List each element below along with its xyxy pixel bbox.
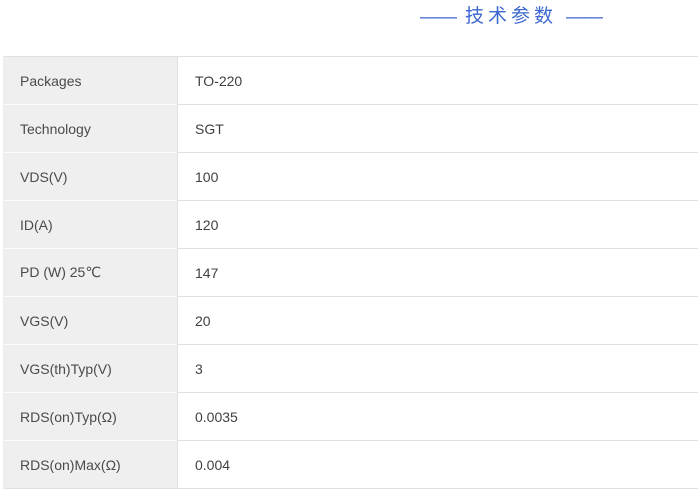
spec-value-cell: TO-220 bbox=[177, 57, 698, 105]
spec-label-cell: Technology bbox=[4, 105, 177, 153]
spec-table-row: VGS(V) 20 bbox=[4, 297, 698, 345]
spec-label-cell: VGS(V) bbox=[4, 297, 177, 345]
spec-value-cell: 0.0035 bbox=[177, 393, 698, 441]
section-title: —— 技术参数 —— bbox=[419, 5, 603, 29]
spec-value-cell: 100 bbox=[177, 153, 698, 201]
spec-value-cell: SGT bbox=[177, 105, 698, 153]
spec-table-row: Technology SGT bbox=[4, 105, 698, 153]
title-dash-right: —— bbox=[566, 6, 603, 28]
spec-label-cell: VDS(V) bbox=[4, 153, 177, 201]
spec-value-cell: 20 bbox=[177, 297, 698, 345]
spec-table-row: Packages TO-220 bbox=[4, 57, 698, 105]
spec-value-cell: 3 bbox=[177, 345, 698, 393]
spec-table: Packages TO-220 Technology SGT VDS(V) 10… bbox=[3, 56, 698, 489]
spec-label-cell: RDS(on)Max(Ω) bbox=[4, 441, 177, 489]
spec-table-row: RDS(on)Typ(Ω) 0.0035 bbox=[4, 393, 698, 441]
spec-table-row: RDS(on)Max(Ω) 0.004 bbox=[4, 441, 698, 489]
spec-table-row: PD (W) 25℃ 147 bbox=[4, 249, 698, 297]
spec-value-cell: 0.004 bbox=[177, 441, 698, 489]
spec-label-cell: VGS(th)Typ(V) bbox=[4, 345, 177, 393]
spec-table-row: VDS(V) 100 bbox=[4, 153, 698, 201]
spec-label-cell: Packages bbox=[4, 57, 177, 105]
spec-value-cell: 147 bbox=[177, 249, 698, 297]
spec-table-row: VGS(th)Typ(V) 3 bbox=[4, 345, 698, 393]
section-title-text: 技术参数 bbox=[464, 6, 558, 27]
title-dash-left: —— bbox=[419, 6, 457, 28]
spec-value-cell: 120 bbox=[177, 201, 698, 249]
spec-label-cell: ID(A) bbox=[4, 201, 177, 249]
spec-label-cell: RDS(on)Typ(Ω) bbox=[4, 393, 177, 441]
spec-label-cell: PD (W) 25℃ bbox=[4, 249, 177, 297]
spec-table-row: ID(A) 120 bbox=[4, 201, 698, 249]
